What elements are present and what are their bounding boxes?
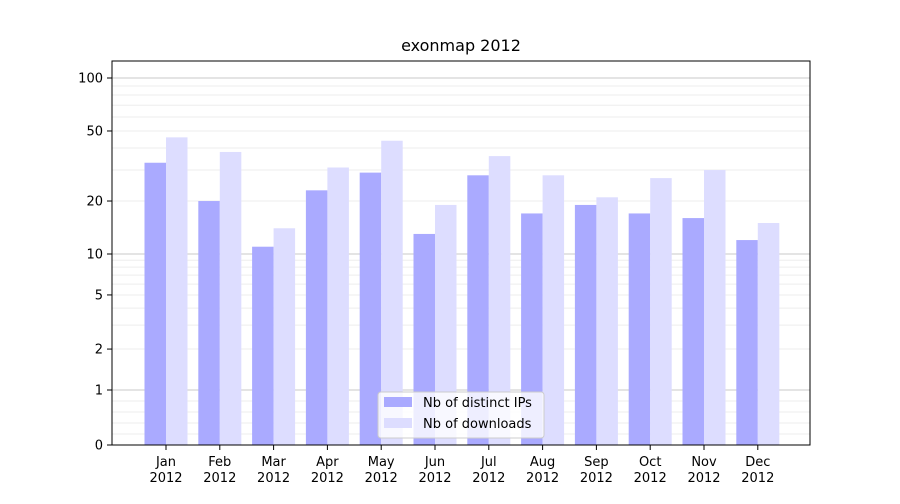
bars (144, 137, 780, 446)
bar-downloads-aug (542, 175, 565, 446)
bar-downloads-oct (650, 178, 672, 446)
chart-title: exonmap 2012 (401, 36, 521, 55)
x-tick-label-year: 2012 (311, 471, 344, 486)
x-tick-label-year: 2012 (634, 471, 667, 486)
bar-distinct-ips-feb (198, 201, 220, 445)
bar-downloads-mar (273, 228, 296, 445)
x-axis: Jan2012Feb2012Mar2012Apr2012May2012Jun20… (149, 445, 774, 486)
y-tick-label: 50 (86, 124, 103, 139)
bar-distinct-ips-dec (736, 240, 758, 445)
x-tick-label-year: 2012 (741, 471, 774, 486)
legend-label: Nb of downloads (423, 417, 532, 432)
x-tick-label-year: 2012 (149, 471, 182, 486)
x-tick-label-month: May (368, 455, 395, 470)
bar-downloads-nov (704, 170, 726, 445)
x-tick-label-month: Feb (208, 455, 231, 470)
x-tick-label-month: Jan (155, 455, 176, 470)
y-tick-label: 2 (95, 343, 103, 358)
bar-distinct-ips-may (359, 172, 382, 445)
bar-downloads-jul (488, 156, 511, 445)
bar-downloads-dec (757, 223, 780, 445)
x-tick-label-year: 2012 (472, 471, 505, 486)
legend-box (377, 391, 545, 439)
bar-distinct-ips-mar (252, 246, 274, 445)
bar-distinct-ips-nov (682, 218, 704, 445)
y-tick-label: 1 (95, 384, 103, 399)
legend-swatch (384, 397, 412, 407)
x-tick-label-month: Aug (530, 455, 555, 470)
bar-distinct-ips-jan (144, 162, 166, 445)
bar-distinct-ips-aug (521, 213, 543, 445)
y-tick-label: 5 (95, 288, 103, 303)
x-tick-label-year: 2012 (365, 471, 398, 486)
bar-downloads-may (381, 140, 403, 446)
x-tick-label-year: 2012 (687, 471, 720, 486)
legend: Nb of distinct IPs Nb of downloads (377, 391, 545, 439)
x-tick-label-month: Oct (639, 455, 661, 470)
x-tick-label-year: 2012 (418, 471, 451, 486)
x-tick-label-month: Jun (424, 455, 445, 470)
x-tick-label-year: 2012 (580, 471, 613, 486)
bar-downloads-jun (435, 204, 457, 445)
x-tick-label-month: Nov (691, 455, 717, 470)
plot-frame (111, 60, 811, 446)
x-tick-label-month: Jul (480, 455, 497, 470)
bar-downloads-feb (219, 151, 242, 446)
y-tick-label: 20 (86, 195, 103, 210)
y-axis: 0 1 2 5 10 20 50 100 (78, 72, 112, 454)
x-tick-label-month: Mar (261, 455, 286, 470)
legend-swatch (384, 418, 412, 428)
bar-distinct-ips-apr (305, 190, 328, 445)
legend-label: Nb of distinct IPs (423, 396, 532, 411)
bar-distinct-ips-jul (467, 175, 489, 446)
x-tick-label-year: 2012 (203, 471, 236, 486)
x-tick-label-year: 2012 (526, 471, 559, 486)
bar-downloads-sep (596, 197, 618, 445)
bar-downloads-apr (327, 167, 349, 446)
x-tick-label-year: 2012 (257, 471, 290, 486)
x-tick-label-month: Apr (316, 455, 339, 470)
y-tick-label: 10 (86, 248, 103, 263)
y-tick-label: 0 (95, 439, 103, 454)
bar-distinct-ips-sep (574, 204, 597, 445)
bar-downloads-jan (166, 137, 188, 445)
x-tick-label-month: Dec (745, 455, 770, 470)
bar-distinct-ips-oct (628, 213, 651, 445)
x-tick-label-month: Sep (584, 455, 609, 470)
y-tick-label: 100 (78, 72, 103, 87)
